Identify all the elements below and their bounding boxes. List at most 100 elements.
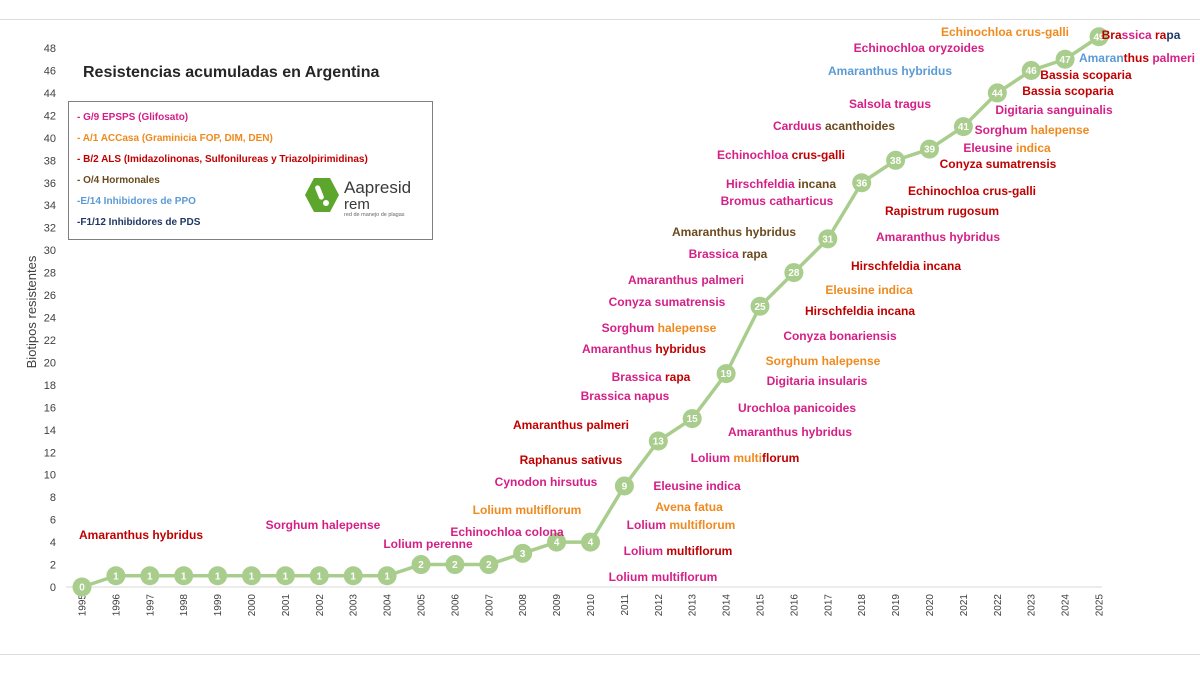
top-divider: [0, 19, 1200, 20]
data-point-marker: [614, 476, 634, 496]
y-tick-label: 28: [44, 268, 56, 280]
annotation-part: multi: [733, 451, 762, 465]
data-point: 46: [1021, 60, 1041, 80]
data-point-marker: [479, 555, 499, 575]
data-label: 1: [249, 571, 255, 582]
x-tick-label: 2004: [383, 594, 394, 617]
x-tick-label: 2001: [281, 594, 292, 617]
x-tick-label: 2024: [1061, 594, 1072, 617]
data-point: 47: [1055, 49, 1075, 69]
annotation-part: Salsola tragus: [849, 97, 931, 111]
species-annotation: Rapistrum rugosum: [885, 204, 999, 218]
species-annotation: Amaranthus hybridus: [728, 425, 852, 439]
aapresid-rem-logo: Aapresid rem red de manejo de plagas: [304, 176, 424, 222]
species-annotation: Lolium perenne: [383, 537, 473, 551]
annotation-part: Digitaria insularis: [767, 374, 868, 388]
annotation-part: Avena fatua: [655, 500, 723, 514]
data-point-marker: [377, 566, 397, 586]
annotation-part: Sorghum halepense: [266, 518, 381, 532]
data-label: 3: [520, 549, 526, 560]
data-label: 36: [856, 178, 868, 189]
y-tick-label: 12: [44, 447, 56, 459]
x-tick-label: 2023: [1027, 594, 1038, 617]
annotation-part: palmeri: [1152, 51, 1195, 65]
species-annotation: Lolium multiflorum: [691, 451, 800, 465]
y-axis-label: Biotipos resistentes: [24, 255, 39, 368]
data-point-marker: [581, 532, 600, 552]
data-point-marker: [750, 296, 770, 316]
species-annotation: Sorghum halepense: [766, 354, 881, 368]
y-tick-label: 44: [44, 88, 56, 100]
x-tick-label: 1999: [213, 594, 224, 617]
data-point: 3: [513, 543, 533, 563]
annotation-part: multiflorum: [669, 518, 735, 532]
species-annotation: Amaranthus hybridus: [79, 528, 203, 542]
annotation-part: Sorghum: [602, 321, 658, 335]
species-annotation: Amaranthus hybridus: [672, 225, 796, 239]
data-label: 25: [754, 302, 766, 313]
axes: 0246810121416182022242628303234363840424…: [24, 43, 1106, 616]
species-annotation: Amaranthus hybridus: [582, 342, 706, 356]
chart-title: Resistencias acumuladas en Argentina: [83, 64, 380, 81]
data-point: 4: [547, 532, 567, 552]
data-point: 41: [953, 117, 973, 137]
annotation-part: Eleusine: [963, 141, 1016, 155]
annotation-part: Lolium multiflorum: [473, 503, 582, 517]
y-tick-label: 32: [44, 223, 56, 235]
y-tick-label: 0: [50, 582, 56, 594]
species-annotation: Conyza bonariensis: [783, 329, 897, 343]
species-annotation: Lolium multiflorum: [473, 503, 582, 517]
x-tick-label: 2016: [789, 594, 800, 617]
y-tick-label: 30: [44, 245, 56, 257]
data-point-marker: [953, 117, 973, 137]
annotation-part: Echinochloa: [717, 148, 792, 162]
logo-name: Aapresid: [344, 178, 412, 197]
data-label: 1: [384, 571, 390, 582]
x-tick-label: 2017: [823, 594, 834, 617]
data-label: 41: [958, 122, 970, 133]
annotation-part: Carduus: [773, 119, 825, 133]
logo-tagline: red de manejo de plagas: [344, 212, 405, 218]
annotation-part: Amaranthus palmeri: [513, 418, 629, 432]
annotation-part: Amaranthus hybridus: [728, 425, 852, 439]
annotation-part: Lolium: [624, 544, 667, 558]
species-annotation: Salsola tragus: [849, 97, 931, 111]
data-point-marker: [140, 566, 160, 586]
annotation-part: Lolium multiflorum: [609, 570, 718, 584]
data-point-marker: [886, 150, 906, 170]
data-point: 36: [852, 173, 872, 193]
data-point-marker: [682, 409, 702, 429]
data-label: 19: [721, 369, 733, 380]
annotation-part: rapa: [665, 370, 691, 384]
data-label: 47: [1060, 55, 1072, 66]
species-annotation: Lolium multiflorum: [624, 544, 733, 558]
annotation-part: florum: [762, 451, 799, 465]
y-tick-label: 26: [44, 290, 56, 302]
data-point-marker: [1055, 49, 1075, 69]
species-annotation: Lolium multiflorum: [627, 518, 736, 532]
data-point: 9: [614, 476, 634, 496]
data-point-marker: [920, 139, 939, 159]
annotation-part: Echinochloa crus-galli: [908, 184, 1036, 198]
annotation-part: Echinochloa oryzoides: [854, 41, 985, 55]
data-label: 2: [486, 560, 492, 571]
bottom-divider: [0, 654, 1200, 655]
data-point: 1: [242, 566, 261, 586]
annotation-part: Hirschfeldia incana: [851, 259, 961, 273]
data-label: 1: [113, 571, 119, 582]
data-point-marker: [445, 555, 465, 575]
data-point-marker: [852, 173, 872, 193]
y-tick-label: 8: [50, 492, 56, 504]
data-label: 1: [147, 571, 153, 582]
y-tick-label: 6: [50, 515, 56, 527]
aapresid-logo-icon: [305, 178, 339, 212]
annotation-part: Sorghum: [975, 123, 1031, 137]
data-label: 13: [653, 437, 665, 448]
species-annotation: Eleusine indica: [963, 141, 1051, 155]
species-annotation: Hirschfeldia incana: [805, 304, 915, 318]
legend-item: -E/14 Inhibidores de PPO: [77, 196, 196, 207]
data-point-marker: [1089, 27, 1109, 47]
annotation-part: incana: [798, 177, 836, 191]
data-label: 39: [924, 145, 936, 156]
annotation-part: Hirschfeldia: [726, 177, 798, 191]
